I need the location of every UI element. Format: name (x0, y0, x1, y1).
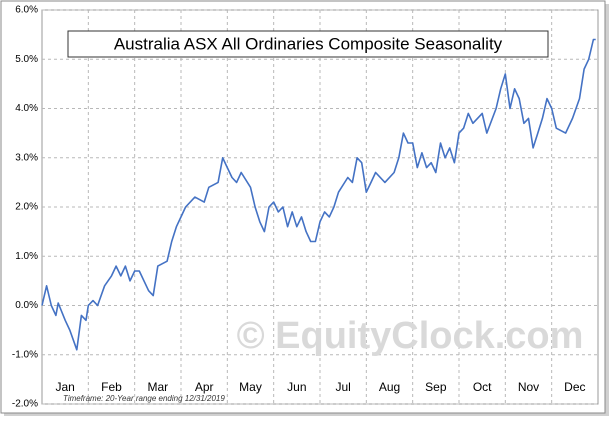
x-tick-label: Dec (564, 380, 585, 394)
footnote: Timeframe: 20-Year range ending 12/31/20… (63, 394, 225, 403)
y-tick-label: 3.0% (15, 152, 38, 163)
x-tick-label: Nov (518, 380, 539, 394)
title-box (67, 30, 549, 58)
x-tick-label: Apr (195, 380, 214, 394)
watermark: © EquityClock.com (237, 315, 584, 357)
x-tick-label: Jan (55, 380, 74, 394)
y-tick-label: 0.0% (15, 300, 38, 311)
x-tick-label: Jun (287, 380, 306, 394)
chart-title: Australia ASX All Ordinaries Composite S… (114, 34, 503, 53)
x-tick-label: Mar (147, 380, 168, 394)
x-tick-label: Jul (335, 380, 350, 394)
series-line (41, 38, 596, 351)
y-tick-label: 1.0% (15, 251, 38, 262)
y-tick-label: -2.0% (12, 399, 38, 410)
lines (41, 38, 596, 351)
x-tick-label: Feb (101, 380, 122, 394)
y-tick-label: 4.0% (15, 103, 38, 114)
y-tick-label: 6.0% (15, 5, 38, 16)
y-tick-label: 2.0% (15, 202, 38, 213)
y-tick-label: -1.0% (12, 349, 38, 360)
x-tick-label: Sep (425, 380, 447, 394)
x-tick-label: Aug (379, 380, 400, 394)
grid (42, 9, 598, 405)
x-tick-label: Oct (473, 380, 492, 394)
y-tick-label: 5.0% (15, 54, 38, 65)
x-tick-label: May (239, 380, 262, 394)
